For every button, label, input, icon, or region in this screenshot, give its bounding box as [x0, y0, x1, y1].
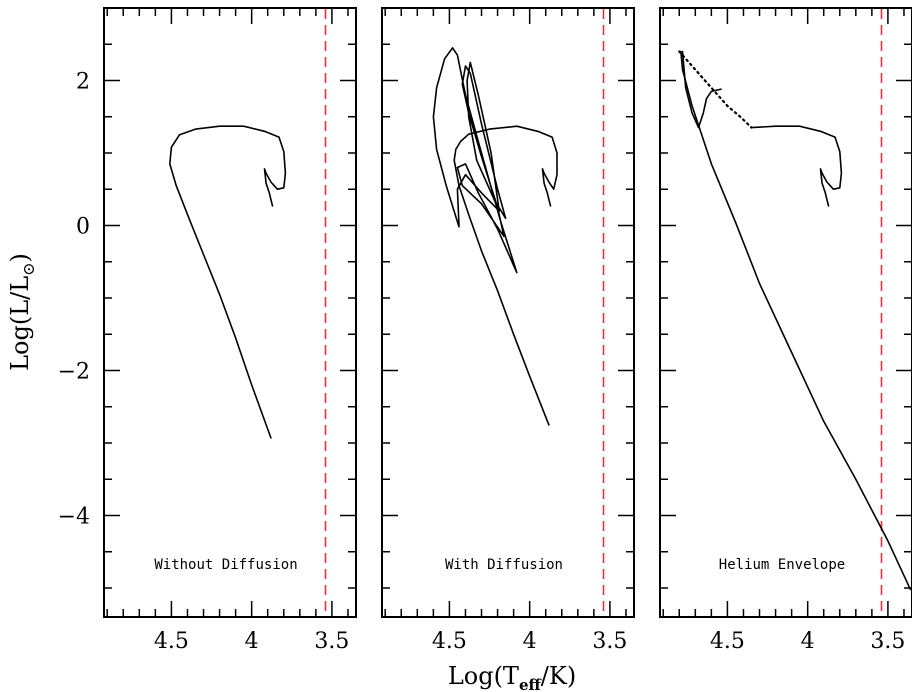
- x-tick-label: 3.5: [592, 629, 627, 654]
- track-line-4: [750, 125, 843, 207]
- panel-2: 4.5 4 3.5 With Diffusion: [381, 7, 635, 654]
- track-line-1: [680, 50, 912, 591]
- y-tick-label: −4: [58, 505, 90, 530]
- panel-label: Helium Envelope: [719, 557, 845, 573]
- panel-frame: [103, 7, 357, 618]
- x-tick-label: 4.5: [710, 629, 745, 654]
- x-axis-label: Log(Teff/K): [448, 662, 576, 692]
- track-line-2: [432, 47, 518, 274]
- track-line-2: [681, 50, 722, 129]
- panel-label: With Diffusion: [445, 557, 563, 573]
- y-tick-label: 0: [76, 215, 90, 240]
- y-tick-label: −2: [58, 360, 90, 385]
- x-tick-label: 4.5: [154, 629, 189, 654]
- panel-1: 4.5 4 3.5 2 0 −2 −4 Without Diffusion: [58, 7, 357, 654]
- panel-frame: [381, 7, 635, 618]
- y-axis-label: Log(L/L⊙): [6, 253, 38, 371]
- x-tick-label: 4: [801, 629, 815, 654]
- track-line-1: [169, 125, 287, 439]
- panel-label: Without Diffusion: [154, 557, 297, 573]
- y-tick-label: 2: [76, 70, 90, 95]
- x-tick-label: 4: [245, 629, 259, 654]
- x-tick-label: 3.5: [870, 629, 905, 654]
- track-line-3: [678, 50, 753, 129]
- x-tick-label: 3.5: [314, 629, 349, 654]
- x-tick-label: 4.5: [432, 629, 467, 654]
- panel-frame: [659, 7, 912, 618]
- track-line-1: [453, 125, 558, 426]
- x-tick-label: 4: [523, 629, 537, 654]
- panel-3: 4.5 4 3.5 Helium Envelope: [659, 7, 912, 654]
